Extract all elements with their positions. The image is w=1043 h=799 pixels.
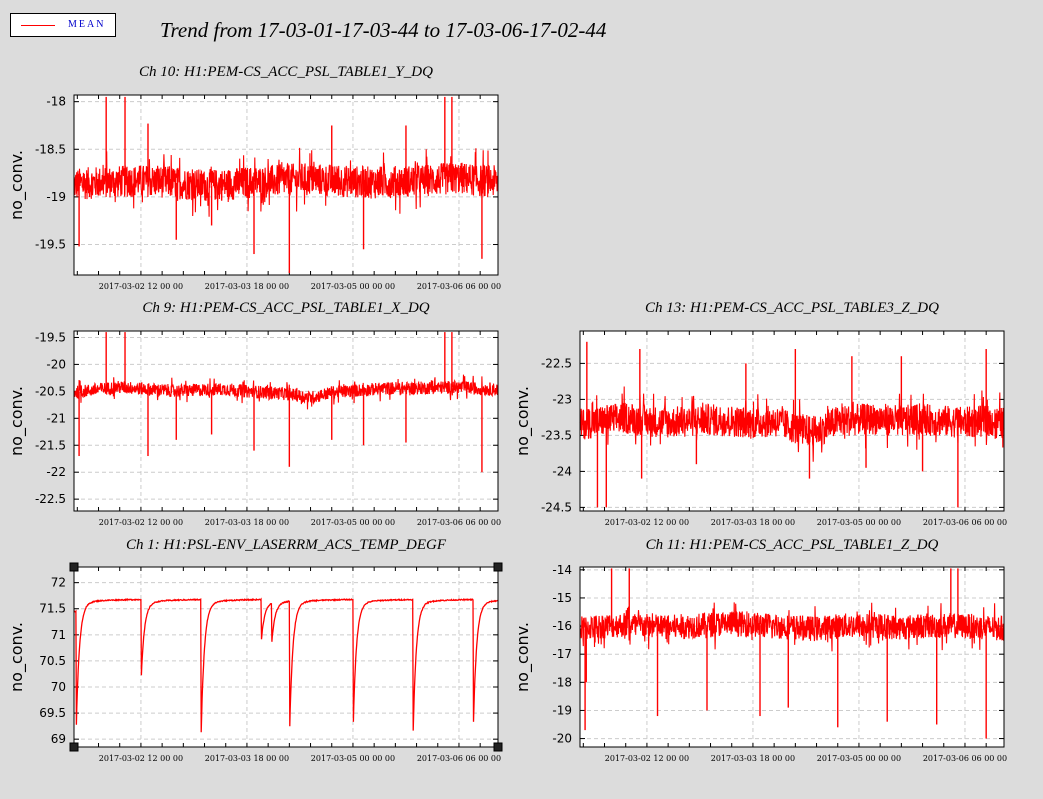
x-tick-label: 2017-03-05 00 00 00	[311, 518, 395, 527]
series-line	[73, 597, 499, 733]
y-tick-label: -15	[552, 591, 572, 605]
y-tick-label: 71.5	[39, 602, 66, 616]
x-tick-label: 2017-03-02 12 00 00	[99, 754, 183, 763]
plot-frame	[579, 330, 1005, 512]
x-tick-label: 2017-03-06 06 00 00	[417, 282, 501, 291]
y-tick-label: -24	[552, 464, 572, 478]
plot-frame	[73, 94, 499, 276]
x-tick-label: 2017-03-03 18 00 00	[205, 754, 289, 763]
legend-swatch	[21, 25, 55, 26]
y-tick-label: -20	[46, 357, 66, 371]
y-axis-label: no_conv.	[7, 150, 27, 220]
chart-title: Ch 1: H1:PSL-ENV_LASERRM_ACS_TEMP_DEGF	[126, 537, 447, 553]
x-tick-label: 2017-03-06 06 00 00	[923, 754, 1007, 763]
y-tick-label: -22	[46, 465, 66, 479]
y-tick-label: 72	[51, 576, 66, 590]
x-tick-label: 2017-03-05 00 00 00	[817, 518, 901, 527]
page-title: Trend from 17-03-01-17-03-44 to 17-03-06…	[160, 18, 607, 42]
y-tick-label: 70	[51, 680, 66, 694]
plot-frame	[73, 330, 499, 512]
y-tick-label: -23	[552, 392, 572, 406]
y-tick-label: -22.5	[35, 492, 66, 506]
chart-panel-4: 72 71.5 71 70.5 70 69.5 69 2017-03-02 12 00 00 2…	[7, 537, 503, 763]
selection-handle	[69, 562, 79, 572]
chart-panel-3: -22.5 -23 -23.5 -24 -24.5 2017-03-02 12 00 00…	[513, 300, 1007, 527]
selection-handle	[493, 562, 503, 572]
x-tick-label: 2017-03-03 18 00 00	[205, 518, 289, 527]
y-axis-label: no_conv.	[7, 622, 27, 692]
x-tick-label: 2017-03-03 18 00 00	[205, 282, 289, 291]
y-tick-label: -21	[46, 411, 66, 425]
y-tick-label: -19.5	[35, 330, 66, 344]
x-tick-label: 2017-03-03 18 00 00	[711, 518, 795, 527]
y-tick-label: -14	[552, 563, 572, 577]
legend-label: MEAN	[68, 19, 106, 30]
chart-panel-2: -19.5 -20 -20.5 -21 -21.5 -22 -22.5 2017-03-02 …	[7, 300, 501, 527]
x-tick-label: 2017-03-03 18 00 00	[711, 754, 795, 763]
y-tick-label: -19	[46, 190, 66, 204]
y-tick-label: 69.5	[39, 706, 66, 720]
series-line	[73, 374, 499, 410]
y-tick-label: -23.5	[541, 428, 572, 442]
y-tick-label: -18	[46, 95, 66, 109]
y-tick-label: -18	[552, 675, 572, 689]
series-line	[579, 602, 1005, 652]
x-tick-label: 2017-03-06 06 00 00	[923, 518, 1007, 527]
y-tick-label: -22.5	[541, 356, 572, 370]
x-tick-label: 2017-03-05 00 00 00	[817, 754, 901, 763]
y-tick-label: -19	[552, 703, 572, 717]
selection-handle	[69, 742, 79, 752]
x-tick-label: 2017-03-06 06 00 00	[417, 518, 501, 527]
y-tick-label: -21.5	[35, 438, 66, 452]
y-tick-label: 70.5	[39, 654, 66, 668]
chart-title: Ch 11: H1:PEM-CS_ACC_PSL_TABLE1_Z_DQ	[646, 537, 939, 553]
plot-area	[580, 567, 1004, 747]
x-tick-label: 2017-03-05 00 00 00	[311, 282, 395, 291]
chart-title: Ch 13: H1:PEM-CS_ACC_PSL_TABLE3_Z_DQ	[645, 300, 939, 316]
y-tick-label: -24.5	[541, 500, 572, 514]
y-axis-label: no_conv.	[7, 386, 27, 456]
plot-area	[74, 567, 498, 747]
y-tick-label: -20	[552, 732, 572, 746]
chart-panel-1: -18 -18.5 -19 -19.5 2017-03-02 12 00 00 2017-…	[7, 64, 501, 291]
chart-panel-5: -14 -15 -16 -17 -18 -19 -20 2017-03-02 12 00 00…	[513, 537, 1007, 763]
y-tick-label: -16	[552, 619, 572, 633]
legend: MEAN	[10, 13, 116, 37]
y-axis-label: no_conv.	[513, 386, 533, 456]
x-tick-label: 2017-03-02 12 00 00	[99, 518, 183, 527]
x-tick-label: 2017-03-06 06 00 00	[417, 754, 501, 763]
y-tick-label: 69	[51, 732, 66, 746]
x-tick-label: 2017-03-05 00 00 00	[311, 754, 395, 763]
selection-handle	[493, 742, 503, 752]
y-tick-label: -19.5	[35, 238, 66, 252]
x-tick-label: 2017-03-02 12 00 00	[99, 282, 183, 291]
plot-frame	[73, 566, 499, 748]
y-tick-label: -20.5	[35, 384, 66, 398]
y-tick-label: -18.5	[35, 142, 66, 156]
chart-title: Ch 9: H1:PEM-CS_ACC_PSL_TABLE1_X_DQ	[142, 300, 429, 316]
series-line	[579, 386, 1005, 462]
plot-frame	[579, 566, 1005, 748]
series-line	[73, 147, 499, 217]
x-tick-label: 2017-03-02 12 00 00	[605, 518, 689, 527]
y-axis-label: no_conv.	[513, 622, 533, 692]
x-tick-label: 2017-03-02 12 00 00	[605, 754, 689, 763]
chart-title: Ch 10: H1:PEM-CS_ACC_PSL_TABLE1_Y_DQ	[139, 64, 433, 80]
y-tick-label: -17	[552, 647, 572, 661]
plot-area	[74, 331, 498, 511]
y-tick-label: 71	[51, 628, 66, 642]
